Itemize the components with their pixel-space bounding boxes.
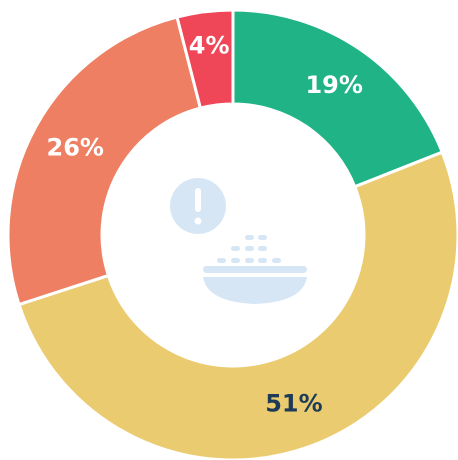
data-label: 51% xyxy=(265,389,322,417)
donut-segment xyxy=(231,8,445,189)
dot xyxy=(258,246,267,251)
dot xyxy=(245,246,254,251)
alert-dot xyxy=(194,217,202,225)
donut-segment xyxy=(17,150,458,460)
dot xyxy=(272,258,281,263)
alert-bar xyxy=(195,188,201,212)
dot xyxy=(245,258,254,263)
donut-segment xyxy=(175,8,235,110)
dot xyxy=(245,235,254,240)
bowl-rim xyxy=(203,266,307,273)
dot xyxy=(231,246,240,251)
data-label: 26% xyxy=(47,133,104,161)
data-label: 4% xyxy=(189,31,230,59)
bowl xyxy=(203,277,307,304)
center-icon xyxy=(170,178,307,304)
dot xyxy=(217,258,226,263)
dot xyxy=(231,258,240,263)
donut-segment xyxy=(6,15,203,307)
dot xyxy=(258,258,267,263)
data-label: 19% xyxy=(305,71,362,99)
dot xyxy=(258,235,267,240)
